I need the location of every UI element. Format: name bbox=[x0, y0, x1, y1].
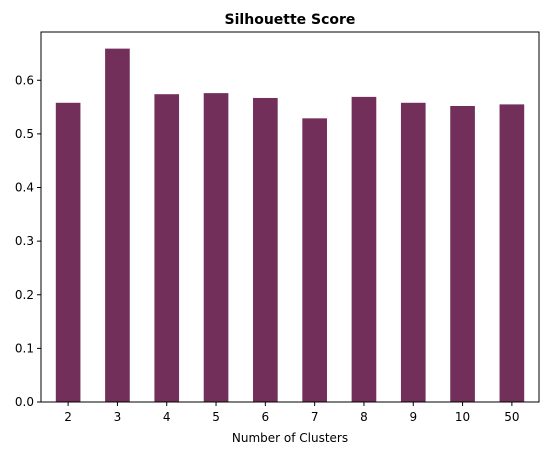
bar-8 bbox=[351, 96, 377, 402]
bar-4 bbox=[154, 94, 180, 403]
y-tick-label: 0.0 bbox=[15, 395, 34, 409]
y-tick-label: 0.5 bbox=[15, 127, 34, 141]
bar-10 bbox=[450, 106, 475, 402]
x-tick-label: 6 bbox=[262, 410, 270, 424]
y-tick-label: 0.6 bbox=[15, 73, 34, 87]
x-tick-label: 7 bbox=[311, 410, 319, 424]
x-tick-label: 50 bbox=[504, 410, 519, 424]
x-tick-label: 2 bbox=[64, 410, 72, 424]
bar-50 bbox=[499, 104, 525, 403]
x-tick-label: 8 bbox=[360, 410, 368, 424]
y-tick-label: 0.4 bbox=[15, 181, 34, 195]
x-axis-ticks: 2 3 4 5 6 7 8 9 10 50 bbox=[64, 402, 520, 424]
y-axis-ticks: 0.0 0.1 0.2 0.3 0.4 0.5 0.6 bbox=[15, 73, 41, 409]
x-tick-label: 5 bbox=[212, 410, 220, 424]
bars-group bbox=[55, 48, 525, 403]
x-tick-label: 9 bbox=[409, 410, 417, 424]
chart-title: Silhouette Score bbox=[225, 12, 356, 28]
bar-5 bbox=[203, 93, 229, 402]
x-tick-label: 10 bbox=[455, 410, 470, 424]
bar-6 bbox=[253, 97, 278, 403]
x-axis-title: Number of Clusters bbox=[232, 431, 348, 445]
y-tick-label: 0.1 bbox=[15, 341, 34, 355]
bar-7 bbox=[302, 118, 327, 402]
bar-9 bbox=[400, 102, 426, 403]
plot-frame bbox=[40, 31, 540, 403]
x-tick-label: 4 bbox=[163, 410, 171, 424]
y-tick-label: 0.2 bbox=[15, 288, 34, 302]
bar-3 bbox=[105, 48, 130, 402]
bar-2 bbox=[55, 102, 81, 403]
x-tick-label: 3 bbox=[114, 410, 122, 424]
y-tick-label: 0.3 bbox=[15, 234, 34, 248]
